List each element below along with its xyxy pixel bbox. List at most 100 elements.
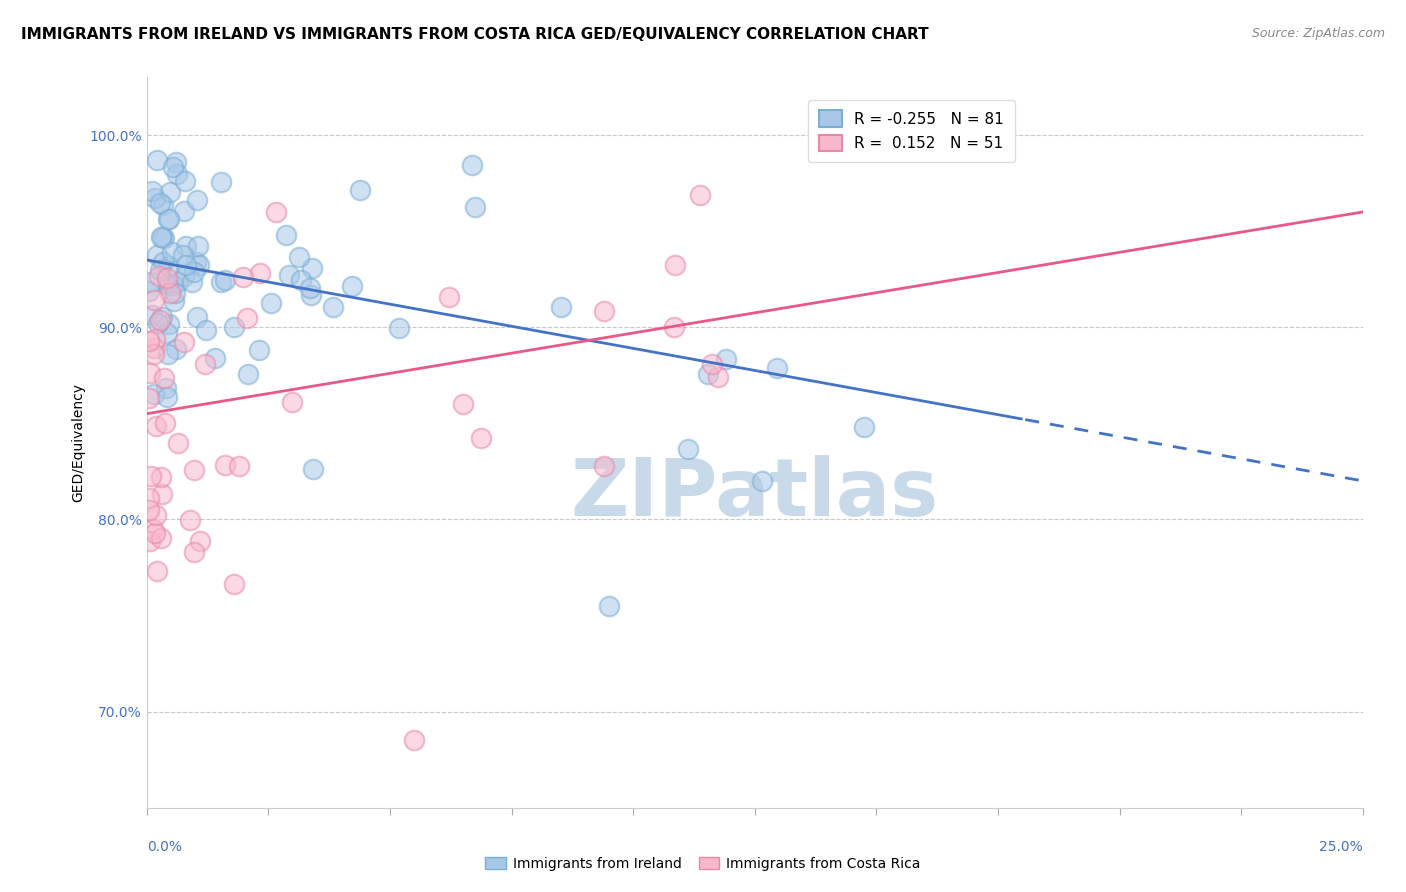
Point — [322, 300, 344, 314]
Point — [142, 342, 165, 356]
Point — [689, 188, 711, 202]
Point — [461, 158, 484, 172]
Point — [138, 491, 160, 505]
Point — [172, 248, 194, 262]
Point — [702, 357, 724, 371]
Point — [349, 183, 371, 197]
Point — [143, 387, 166, 401]
Point — [278, 268, 301, 282]
Point — [149, 470, 172, 484]
Point — [153, 371, 176, 385]
Point — [179, 513, 201, 527]
Point — [150, 487, 173, 501]
Point — [186, 193, 208, 207]
Point — [299, 288, 322, 302]
Point — [146, 153, 169, 168]
Text: Source: ZipAtlas.com: Source: ZipAtlas.com — [1251, 27, 1385, 40]
Text: 0.0%: 0.0% — [146, 840, 181, 855]
Point — [159, 186, 181, 200]
Point — [183, 463, 205, 477]
Point — [174, 239, 197, 253]
Point — [162, 160, 184, 174]
Legend: R = -0.255   N = 81, R =  0.152   N = 51: R = -0.255 N = 81, R = 0.152 N = 51 — [808, 100, 1015, 162]
Point — [340, 279, 363, 293]
Point — [214, 458, 236, 472]
Point — [162, 244, 184, 259]
Point — [153, 416, 176, 430]
Point — [290, 273, 312, 287]
Point — [707, 370, 730, 384]
Point — [150, 310, 173, 325]
Point — [148, 269, 170, 284]
Point — [173, 268, 195, 283]
Point — [165, 286, 187, 301]
Point — [180, 275, 202, 289]
Point — [186, 310, 208, 325]
Point — [142, 522, 165, 536]
Point — [451, 397, 474, 411]
Point — [751, 474, 773, 488]
Point — [157, 347, 180, 361]
Point — [274, 228, 297, 243]
Point — [143, 332, 166, 346]
Point — [388, 321, 411, 335]
Point — [157, 212, 180, 227]
Point — [155, 380, 177, 394]
Point — [157, 317, 180, 331]
Point — [152, 198, 174, 212]
Point — [142, 347, 165, 361]
Point — [238, 367, 260, 381]
Point — [145, 419, 167, 434]
Point — [288, 250, 311, 264]
Point — [183, 265, 205, 279]
Point — [437, 290, 460, 304]
Point — [152, 255, 174, 269]
Point — [209, 275, 232, 289]
Point — [143, 191, 166, 205]
Point — [156, 390, 179, 404]
Point — [228, 459, 250, 474]
Point — [167, 275, 190, 289]
Point — [598, 599, 620, 613]
Legend: Immigrants from Ireland, Immigrants from Costa Rica: Immigrants from Ireland, Immigrants from… — [479, 851, 927, 876]
Point — [404, 733, 426, 747]
Point — [146, 316, 169, 330]
Point — [141, 184, 163, 198]
Point — [138, 503, 160, 517]
Point — [194, 357, 217, 371]
Point — [159, 285, 181, 300]
Point — [209, 175, 232, 189]
Point — [149, 195, 172, 210]
Point — [146, 564, 169, 578]
Point — [157, 259, 180, 273]
Point — [156, 271, 179, 285]
Text: 25.0%: 25.0% — [1319, 840, 1362, 855]
Text: ZIPatlas: ZIPatlas — [571, 455, 939, 533]
Point — [156, 277, 179, 292]
Point — [165, 154, 187, 169]
Point — [204, 351, 226, 365]
Point — [236, 311, 259, 326]
Point — [550, 300, 572, 314]
Point — [247, 343, 270, 357]
Point — [232, 270, 254, 285]
Text: IMMIGRANTS FROM IRELAND VS IMMIGRANTS FROM COSTA RICA GED/EQUIVALENCY CORRELATIO: IMMIGRANTS FROM IRELAND VS IMMIGRANTS FR… — [21, 27, 929, 42]
Point — [697, 368, 720, 382]
Point — [162, 278, 184, 293]
Point — [174, 174, 197, 188]
Point — [139, 276, 162, 290]
Point — [676, 442, 699, 457]
Point — [166, 167, 188, 181]
Point — [150, 230, 173, 244]
Point — [145, 508, 167, 523]
Point — [464, 200, 486, 214]
Point — [143, 525, 166, 540]
Point — [593, 304, 616, 318]
Point — [153, 231, 176, 245]
Point — [173, 335, 195, 350]
Point — [149, 312, 172, 326]
Point — [146, 248, 169, 262]
Point — [301, 261, 323, 276]
Point — [155, 326, 177, 341]
Point — [249, 266, 271, 280]
